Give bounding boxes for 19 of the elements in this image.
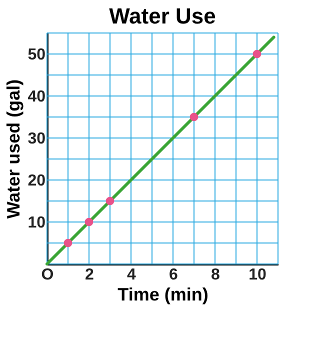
x-tick-label: 2: [85, 266, 94, 284]
y-tick-label: 20: [28, 172, 46, 190]
point: [190, 112, 198, 122]
y-tick-label: 50: [28, 46, 46, 64]
x-tick-label: 6: [169, 266, 178, 284]
x-tick-label: 8: [211, 266, 220, 284]
x-tick-label: 4: [127, 266, 136, 284]
y-tick-label: 10: [28, 214, 46, 232]
y-tick-label: 30: [28, 130, 46, 148]
point: [84, 218, 94, 226]
y-tick-label: 40: [28, 88, 46, 106]
chart-title: Water Use: [109, 4, 216, 28]
x-tick-label: 10: [248, 266, 266, 284]
x-axis-title: Time (min): [118, 284, 208, 304]
x-tick-label: O: [41, 266, 54, 284]
point: [64, 238, 72, 248]
y-axis-title: Water used (gal): [4, 79, 24, 219]
point: [252, 50, 262, 58]
point: [106, 196, 114, 206]
